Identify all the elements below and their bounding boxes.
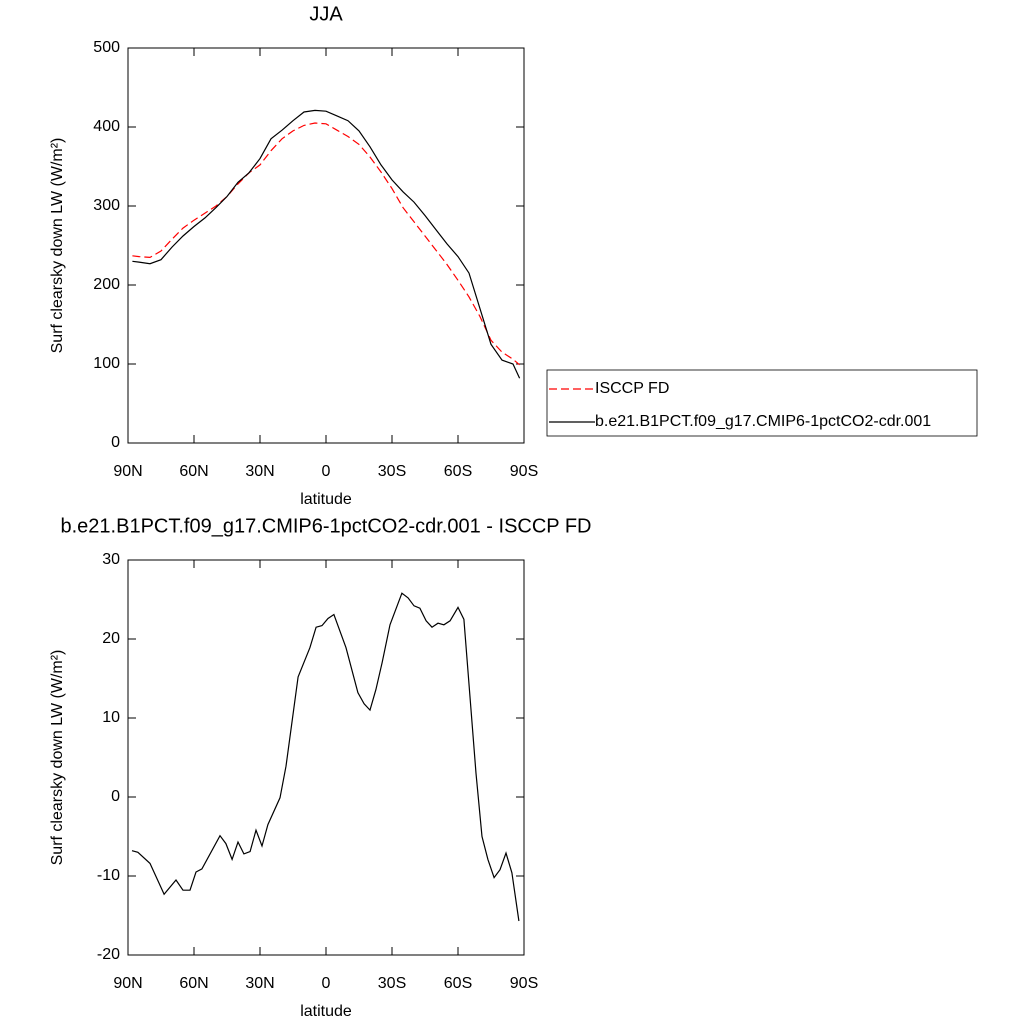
data-line [131, 592, 520, 922]
y-tick-label: -10 [97, 867, 120, 884]
chart-title: JJA [309, 3, 343, 25]
x-tick-label: 60N [179, 975, 208, 992]
y-tick-label: 100 [93, 355, 120, 372]
y-tick-label: -20 [97, 946, 120, 963]
y-tick-label: 30 [102, 551, 120, 568]
x-tick-label: 60N [179, 463, 208, 480]
x-tick-label: 90N [113, 975, 142, 992]
chart-title: b.e21.B1PCT.f09_g17.CMIP6-1pctCO2-cdr.00… [61, 515, 592, 537]
y-axis-label: Surf clearsky down LW (W/m²) [49, 650, 66, 866]
data-line [132, 122, 520, 366]
x-axis-label: latitude [300, 491, 352, 508]
x-tick-label: 30S [378, 975, 406, 992]
x-tick-label: 60S [444, 975, 472, 992]
plot-frame [127, 47, 525, 444]
legend-box [546, 369, 978, 437]
y-tick-label: 300 [93, 197, 120, 214]
y-tick-label: 500 [93, 39, 120, 56]
x-tick-label: 90S [510, 463, 538, 480]
y-axis-label: Surf clearsky down LW (W/m²) [49, 138, 66, 354]
x-tick-label: 30S [378, 463, 406, 480]
x-axis-label: latitude [300, 1003, 352, 1020]
plot-frame [127, 559, 525, 956]
x-tick-label: 30N [245, 463, 274, 480]
x-tick-label: 90N [113, 463, 142, 480]
legend-label: ISCCP FD [595, 380, 669, 397]
legend-label: b.e21.B1PCT.f09_g17.CMIP6-1pctCO2-cdr.00… [595, 413, 931, 430]
x-tick-label: 60S [444, 463, 472, 480]
x-tick-label: 30N [245, 975, 274, 992]
y-tick-label: 20 [102, 630, 120, 647]
x-tick-label: 90S [510, 975, 538, 992]
data-line [132, 109, 521, 379]
y-tick-label: 10 [102, 709, 120, 726]
y-tick-label: 400 [93, 118, 120, 135]
y-tick-label: 0 [111, 788, 120, 805]
x-tick-label: 0 [322, 975, 331, 992]
y-tick-label: 0 [111, 434, 120, 451]
y-tick-label: 200 [93, 276, 120, 293]
x-tick-label: 0 [322, 463, 331, 480]
